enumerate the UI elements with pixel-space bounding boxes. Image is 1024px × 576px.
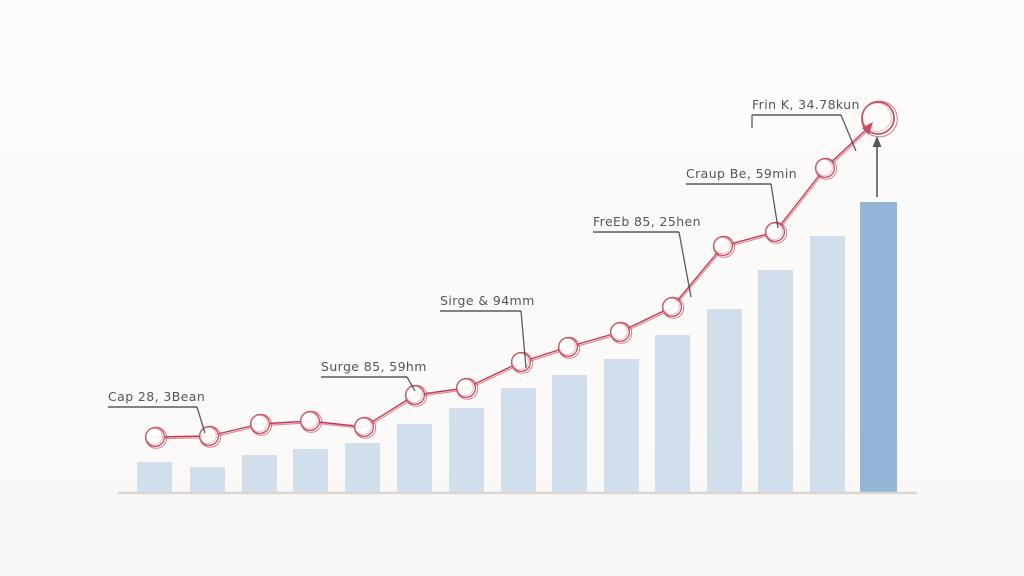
bar [604,359,639,493]
data-point-marker-inner-ring [354,417,372,436]
bar [293,449,328,493]
data-point-marker-inner-ring [815,158,833,177]
data-point-marker-sketch-ring [610,321,633,344]
end-point-circle-sketch-ring [861,100,898,138]
data-point-marker-sketch-ring [765,221,788,244]
annotation-leader-line [840,114,857,152]
bar [190,467,225,493]
data-point-marker-inner-ring [300,411,318,430]
data-point-marker-sketch-ring [662,296,685,319]
end-point-circle-inner-ring [862,102,892,132]
annotation-label: Sirge & 94mm [440,293,535,308]
data-point-marker-sketch-ring [815,157,838,180]
data-point-marker-sketch-ring [713,235,736,258]
data-point-marker-sketch-ring [456,377,479,400]
bar [137,462,172,493]
data-point-marker-sketch-ring [558,336,581,359]
bar [758,270,793,493]
bar [501,388,536,493]
data-point-marker-sketch-ring [300,410,323,433]
annotation-leader-line [520,310,527,369]
data-point-marker-inner-ring [405,385,423,404]
data-point-marker-sketch-ring [354,416,377,439]
annotation-label: FreEb 85, 25hen [593,214,701,229]
data-point-marker-sketch-ring [199,425,222,448]
data-point-marker-inner-ring [610,322,628,341]
annotation-leader-line [406,376,416,392]
annotation-leader-line [196,406,206,434]
annotation-label: Cap 28, 3Bean [108,389,205,404]
trend-line-arrowhead [862,122,873,135]
bar-highlight [860,202,897,493]
bar [345,443,380,493]
data-point-marker-inner-ring [662,297,680,316]
data-point-marker-sketch-ring [405,384,428,407]
bar [655,335,690,493]
data-point-marker-inner-ring [713,236,731,255]
data-point-marker-inner-ring [145,427,163,446]
annotation-label: Frin K, 34.78kun [752,97,860,112]
data-point-marker-sketch-ring [511,351,534,374]
annotation-leader-line [770,183,779,229]
bar [449,408,484,493]
bar [707,309,742,493]
data-point-marker-inner-ring [765,222,783,241]
up-arrowhead [872,136,882,147]
data-point-marker-inner-ring [250,414,268,433]
annotation-label: Craup Be, 59min [686,166,797,181]
bar [552,375,587,493]
bar [397,424,432,493]
data-point-marker-inner-ring [511,352,529,371]
annotation-label: Surge 85, 59hm [321,359,427,374]
annotation-leader-line [678,231,692,298]
data-point-marker-sketch-ring [250,413,273,436]
data-point-marker-inner-ring [558,337,576,356]
bar [242,455,277,493]
data-point-marker-inner-ring [199,426,217,445]
data-point-marker-inner-ring [456,378,474,397]
data-point-marker-sketch-ring [145,426,168,449]
bar [810,236,845,493]
